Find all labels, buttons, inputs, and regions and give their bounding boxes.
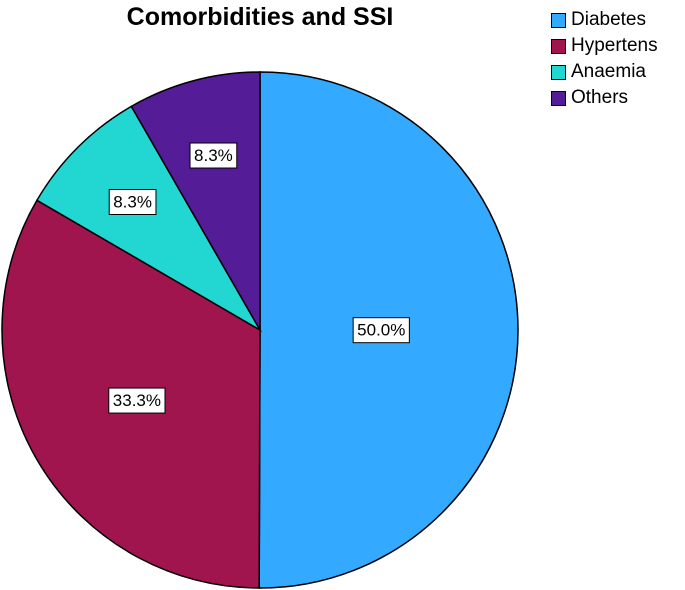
legend-item-others: Others <box>551 85 658 111</box>
data-label-others: 8.3% <box>189 142 238 169</box>
data-label-hypertens: 33.3% <box>108 387 166 414</box>
legend-swatch-others <box>551 90 566 106</box>
legend-label-diabetes: Diabetes <box>571 9 646 30</box>
data-label-anaemia: 8.3% <box>108 188 157 215</box>
data-label-text-anaemia: 8.3% <box>113 192 152 211</box>
pie-slices <box>1 71 519 589</box>
legend-label-others: Others <box>571 87 629 108</box>
legend-swatch-diabetes <box>551 12 566 28</box>
pie-slice-anaemia <box>35 105 263 333</box>
data-label-box-hypertens <box>108 387 166 414</box>
legend-item-anaemia: Anaemia <box>551 59 658 85</box>
legend-item-hypertens: Hypertens <box>551 33 658 59</box>
legend-label-hypertens: Hypertens <box>571 35 658 56</box>
data-label-box-anaemia <box>108 188 157 215</box>
legend-swatch-anaemia <box>551 64 566 80</box>
legend-label-anaemia: Anaemia <box>571 61 646 82</box>
data-label-box-others <box>189 142 238 169</box>
chart-title: Comorbidities and SSI <box>126 3 394 31</box>
legend: Diabetes Hypertens Anaemia Others <box>551 7 658 111</box>
data-label-text-hypertens: 33.3% <box>113 391 161 410</box>
data-label-box-diabetes <box>352 317 410 344</box>
data-label-diabetes: 50.0% <box>352 317 410 344</box>
legend-item-diabetes: Diabetes <box>551 7 658 33</box>
pie-slice-others <box>130 71 261 333</box>
data-label-text-diabetes: 50.0% <box>357 321 405 340</box>
pie-data-labels: 50.0% 33.3% 8.3% 8.3% <box>108 142 410 414</box>
legend-swatch-hypertens <box>551 38 566 54</box>
data-label-text-others: 8.3% <box>194 146 233 165</box>
